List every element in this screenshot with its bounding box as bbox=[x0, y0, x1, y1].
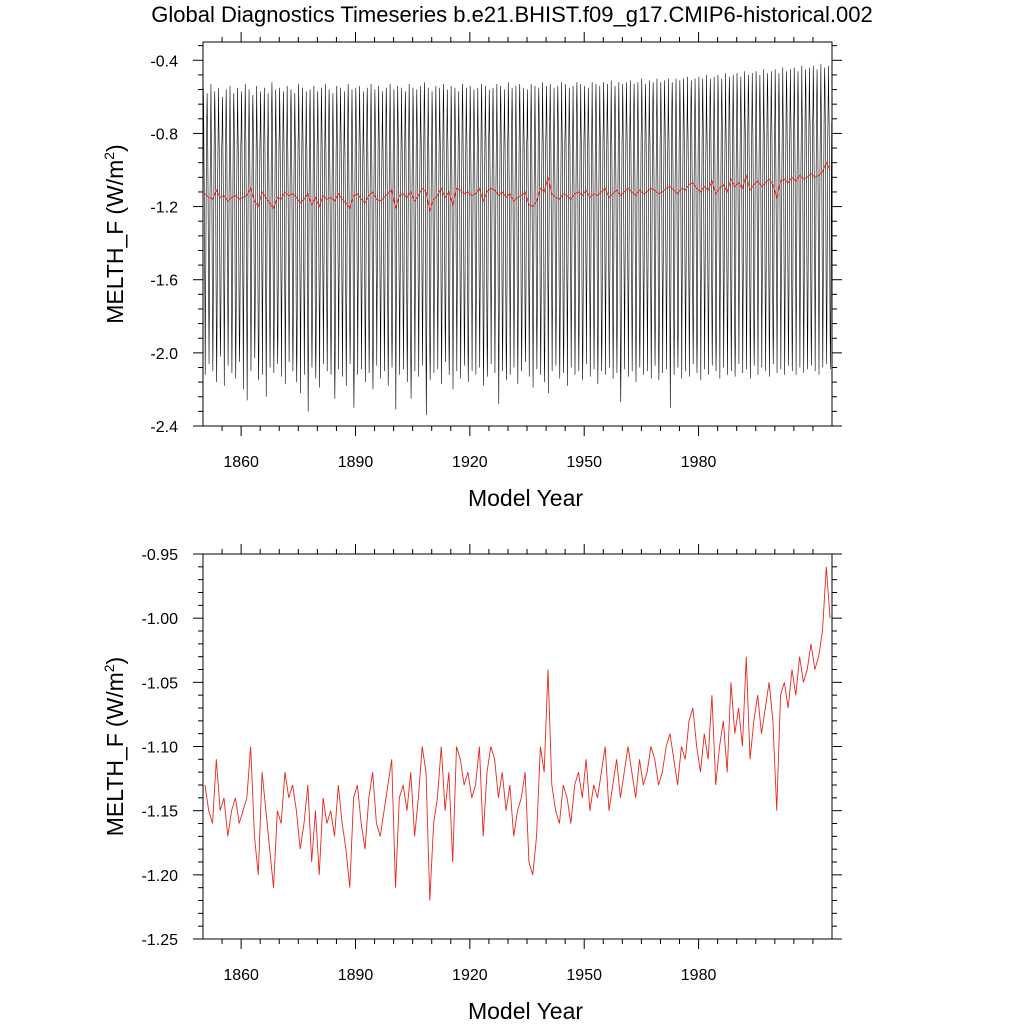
y-axis-label: MELTH_F (W/m2) bbox=[101, 144, 128, 323]
y-axis-label-close: ) bbox=[102, 657, 128, 665]
x-tick-label: 1920 bbox=[452, 967, 488, 984]
y-tick-label: -1.6 bbox=[150, 273, 178, 290]
y-tick-label: -1.20 bbox=[142, 868, 179, 885]
y-axis-label-units: (W/m bbox=[102, 672, 128, 727]
y-axis-label: MELTH_F (W/m2) bbox=[101, 657, 128, 836]
y-tick-label: -1.10 bbox=[142, 740, 179, 757]
y-axis-label-sup: 2 bbox=[101, 152, 117, 160]
y-tick-label: -2.4 bbox=[150, 419, 178, 436]
top-panel: 1860 1890 1920 1950 1980 -0.4 -0.8 -1.2 -1.6 -2.0… bbox=[101, 32, 842, 511]
y-tick-label: -0.4 bbox=[150, 53, 178, 70]
x-tick-label: 1950 bbox=[566, 454, 602, 471]
x-tick-label: 1860 bbox=[223, 967, 259, 984]
bottom-panel: 1860 1890 1920 1950 1980 -0.95 -1.00 -1.05 -1.10… bbox=[101, 544, 842, 1024]
page-title: Global Diagnostics Timeseries b.e21.BHIS… bbox=[151, 2, 873, 27]
annual-series-line bbox=[204, 566, 831, 901]
plot-frame bbox=[202, 553, 833, 940]
monthly-series-line bbox=[202, 63, 832, 416]
x-tick-label: 1980 bbox=[681, 454, 717, 471]
x-tick-label: 1890 bbox=[338, 454, 374, 471]
y-tick-label: -1.15 bbox=[142, 804, 179, 821]
x-tick-label: 1860 bbox=[223, 454, 259, 471]
annual-series-line bbox=[204, 161, 831, 212]
y-axis-label-units: (W/m bbox=[102, 160, 128, 215]
y-tick-label: -1.25 bbox=[142, 932, 179, 949]
x-tick-label: 1950 bbox=[566, 967, 602, 984]
x-tick-label: 1890 bbox=[338, 967, 374, 984]
y-tick-label: -0.95 bbox=[142, 547, 179, 564]
y-tick-label: -1.05 bbox=[142, 675, 179, 692]
y-axis-label-sup: 2 bbox=[101, 664, 117, 672]
x-tick-label: 1920 bbox=[452, 454, 488, 471]
y-axis-label-main: MELTH_F bbox=[102, 221, 128, 324]
y-tick-label: -0.8 bbox=[150, 126, 178, 143]
y-tick-label: -2.0 bbox=[150, 346, 178, 363]
x-tick-label: 1980 bbox=[681, 967, 717, 984]
y-tick-label: -1.00 bbox=[142, 611, 179, 628]
plot-frame bbox=[202, 41, 833, 427]
y-axis-label-main: MELTH_F bbox=[102, 733, 128, 836]
x-axis-label: Model Year bbox=[468, 485, 583, 511]
y-axis-label-close: ) bbox=[102, 144, 128, 152]
x-axis-label: Model Year bbox=[468, 998, 583, 1024]
y-tick-label: -1.2 bbox=[150, 200, 178, 217]
